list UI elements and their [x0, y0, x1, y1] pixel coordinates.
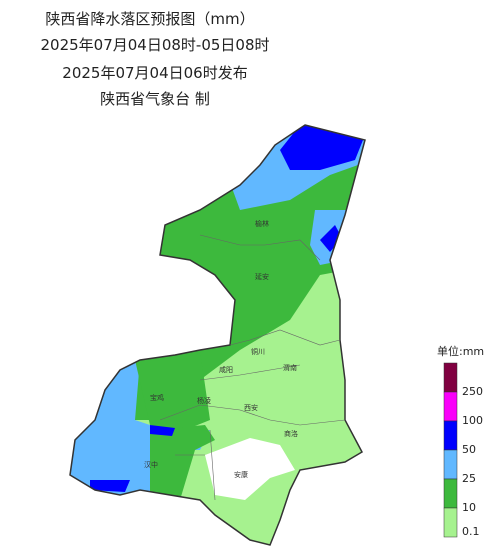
legend: 单位:mm 250 100 50 25 10 0.1 [437, 344, 484, 538]
city-label: 榆林 [255, 219, 269, 228]
legend-label: 0.1 [462, 525, 480, 538]
city-label: 铜川 [251, 347, 265, 356]
city-label: 西安 [244, 403, 258, 412]
legend-swatch [443, 449, 458, 480]
legend-label: 25 [462, 472, 476, 485]
city-label: 延安 [255, 272, 269, 281]
legend-label: 10 [462, 501, 476, 514]
period: 2025年07月04日08时-05日08时 [40, 36, 269, 54]
legend-swatch [443, 478, 458, 509]
district-borders [159, 234, 346, 501]
legend-swatch [443, 391, 458, 422]
city-label: 宝鸡 [150, 393, 164, 402]
issued: 2025年07月04日06时发布 [62, 64, 247, 82]
title: 陕西省降水落区预报图（mm） [45, 10, 254, 28]
legend-swatch [443, 362, 458, 393]
city-label: 杨凌 [197, 396, 211, 405]
city-label: 汉中 [144, 460, 158, 469]
legend-title: 单位:mm [437, 344, 484, 358]
legend-label: 100 [462, 414, 483, 427]
producer: 陕西省气象台 制 [100, 90, 210, 108]
city-label: 安康 [234, 470, 248, 479]
city-label: 渭南 [283, 363, 297, 372]
city-label: 咸阳 [219, 365, 233, 374]
legend-label: 50 [462, 443, 476, 456]
legend-swatch [443, 420, 458, 451]
legend-label: 250 [462, 385, 483, 398]
legend-swatch [443, 507, 458, 538]
city-label: 商洛 [284, 429, 298, 438]
